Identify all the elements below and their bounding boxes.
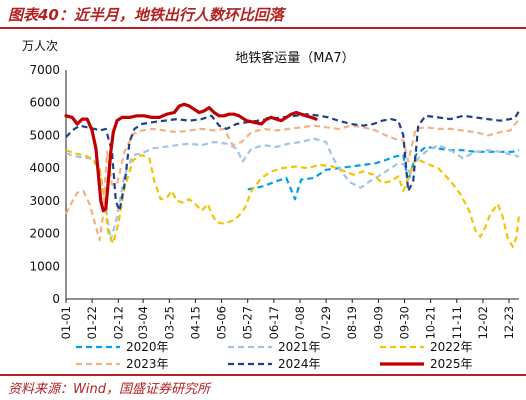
x-tick-label: 11-11 bbox=[450, 306, 464, 339]
x-tick-label: 03-25 bbox=[162, 306, 176, 339]
series-line-2022 bbox=[65, 149, 521, 248]
figure-caption: 图表40：近半月，地铁出行人数环比回落 bbox=[8, 6, 284, 24]
y-tick-label: 4000 bbox=[29, 161, 60, 175]
y-tick-label: 3000 bbox=[29, 194, 60, 208]
series-line-2020 bbox=[247, 145, 520, 201]
y-tick-label: 1000 bbox=[29, 259, 60, 273]
x-axis: 01-01 01-22 02-12 03-04 03-25 04-15 05-06 05-27… bbox=[59, 298, 519, 339]
x-tick-label: 12-23 bbox=[502, 306, 516, 339]
x-tick-label: 03-04 bbox=[136, 306, 150, 339]
series-line-2023 bbox=[65, 118, 520, 242]
series-line-2021 bbox=[65, 137, 520, 242]
x-tick-label: 02-12 bbox=[111, 306, 125, 339]
y-tick-label: 7000 bbox=[29, 63, 60, 77]
y-tick-label: 6000 bbox=[29, 96, 60, 110]
x-tick-label: 09-30 bbox=[398, 306, 412, 339]
legend-label-2020: 2020年 bbox=[126, 340, 169, 354]
x-tick-label: 01-01 bbox=[59, 306, 73, 339]
legend: 2020年 2021年 2022年 2023年 2024年 2025年 bbox=[76, 340, 473, 371]
legend-label-2024: 2024年 bbox=[278, 357, 321, 371]
series-line-2025 bbox=[64, 102, 318, 213]
legend-label-2021: 2021年 bbox=[278, 340, 321, 354]
x-tick-label: 04-15 bbox=[188, 306, 202, 339]
header-divider bbox=[0, 27, 526, 29]
x-tick-label: 12-02 bbox=[476, 306, 490, 339]
y-tick-label: 2000 bbox=[29, 227, 60, 241]
x-tick-label: 05-06 bbox=[215, 306, 229, 339]
x-tick-label: 10-21 bbox=[424, 306, 438, 339]
figure-header: 图表40：近半月，地铁出行人数环比回落 bbox=[0, 0, 526, 29]
source-note: 资料来源：Wind，国盛证券研究所 bbox=[8, 382, 210, 397]
chart-title: 地铁客运量（MA7） bbox=[235, 50, 354, 66]
x-tick-label: 07-08 bbox=[293, 306, 307, 339]
y-tick-label: 5000 bbox=[29, 128, 60, 142]
x-tick-label: 09-09 bbox=[371, 306, 385, 339]
legend-label-2022: 2022年 bbox=[430, 340, 473, 354]
x-tick-label: 06-17 bbox=[267, 306, 281, 339]
x-tick-label: 05-27 bbox=[241, 306, 255, 339]
legend-label-2023: 2023年 bbox=[126, 357, 169, 371]
x-tick-label: 01-22 bbox=[85, 306, 99, 339]
y-axis-unit: 万人次 bbox=[22, 39, 58, 53]
x-tick-label: 07-29 bbox=[319, 306, 333, 339]
series-lines bbox=[64, 102, 521, 248]
y-tick-label: 0 bbox=[52, 292, 60, 306]
legend-label-2025: 2025年 bbox=[430, 357, 473, 371]
x-tick-label: 08-19 bbox=[345, 306, 359, 339]
y-axis: 0 1000 2000 3000 4000 5000 6000 7000 bbox=[29, 63, 67, 306]
footer-divider bbox=[0, 374, 526, 376]
